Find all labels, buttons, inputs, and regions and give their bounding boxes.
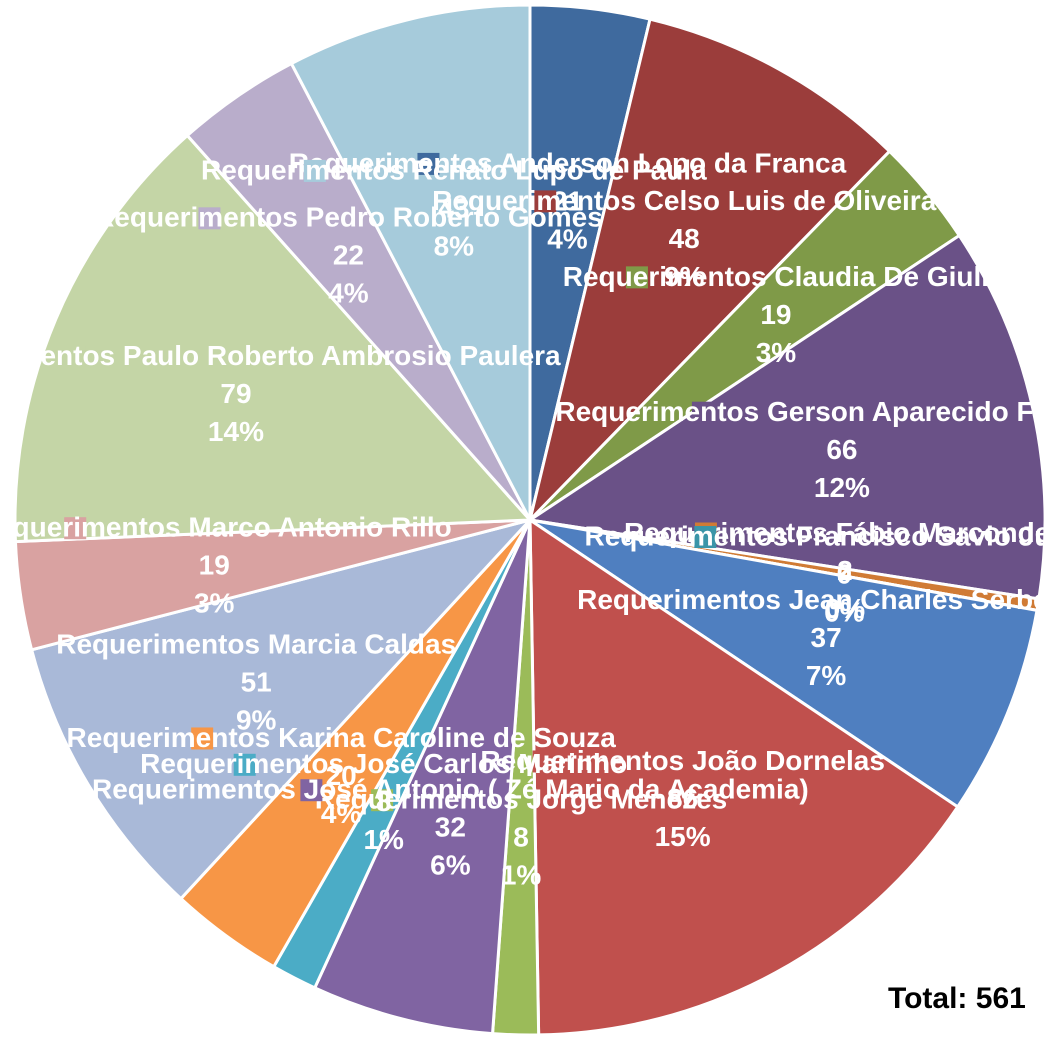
slice-percent: 7% xyxy=(806,660,847,691)
slice-percent: 14% xyxy=(208,416,264,447)
slice-name: Requerimentos José Antonio ( Zé Mario da… xyxy=(92,774,809,805)
pie-slice xyxy=(312,519,532,1036)
slice-name: Requerimentos Paulo Roberto Ambrosio Pau… xyxy=(0,340,561,371)
legend-key xyxy=(85,345,108,368)
slice-percent: 15% xyxy=(655,821,711,852)
slice-percent: 1% xyxy=(363,824,404,855)
slice-value: 22 xyxy=(333,240,364,271)
slice-value: 8 xyxy=(513,822,529,853)
legend-key xyxy=(300,779,323,802)
slice-value: 51 xyxy=(241,667,272,698)
slice-name: Requerimentos José Carlos Marinho xyxy=(140,748,627,779)
legend-key xyxy=(198,207,221,230)
legend-key xyxy=(676,589,699,612)
slice-name: Requerimentos Pedro Roberto Gomes xyxy=(94,202,603,233)
pie-slice xyxy=(527,17,892,525)
slice-percent: 0% xyxy=(824,596,865,627)
slice-percent: 12% xyxy=(814,472,870,503)
legend-key xyxy=(233,753,256,776)
slice-value: 20 xyxy=(326,760,357,791)
legend-key xyxy=(691,401,714,424)
slice-percent: 4% xyxy=(328,278,369,309)
pie-slice xyxy=(29,517,535,901)
legend-key xyxy=(303,159,326,182)
total-label: Total: 561 xyxy=(888,982,1026,1015)
legend-key xyxy=(694,526,717,549)
legend-key xyxy=(106,634,129,657)
legend-key xyxy=(625,266,648,289)
slice-name: Requerimentos Anderson Lopo da Franca xyxy=(289,147,847,178)
slice-percent: 3% xyxy=(756,337,797,368)
legend-key xyxy=(532,750,555,773)
slice-name: Requerimentos Claudia De Giuli xyxy=(563,261,989,292)
slice-name: Requerimentos João Dornelas xyxy=(480,745,885,776)
slice-percent: 1% xyxy=(501,860,542,891)
pie-slice xyxy=(525,233,1047,601)
slice-percent: 0% xyxy=(825,593,866,624)
slice-value: 48 xyxy=(669,223,700,254)
legend-key xyxy=(191,727,214,750)
slice-value: 43 xyxy=(438,192,469,223)
legend-key xyxy=(417,152,440,175)
pie-slice xyxy=(528,517,960,1037)
slice-name: Requerimentos Jorge Menezes xyxy=(315,784,727,815)
slice-name: Requerimentos Gerson Aparecido Furquim xyxy=(555,396,1054,427)
slice-name: Requerimentos Renato Lupo de Paula xyxy=(201,154,707,185)
slice-name: Requerimentos Jean Charles Serbeto xyxy=(577,584,1054,615)
slice-name: Requerimentos Francisco Savio Junior xyxy=(584,520,1054,551)
slice-value: 79 xyxy=(220,378,251,409)
slice-value: 2 xyxy=(837,555,853,586)
slice-value: 66 xyxy=(826,434,857,465)
slice-value: 19 xyxy=(199,550,230,581)
slice-name: Requerimentos Karina Caroline de Souza xyxy=(67,722,617,753)
slice-value: 8 xyxy=(376,786,392,817)
slice-percent: 9% xyxy=(664,261,705,292)
slice-percent: 8% xyxy=(434,230,475,261)
slice-percent: 9% xyxy=(236,705,277,736)
slice-name: Requerimentos Celso Luis de Oliveira xyxy=(432,185,937,216)
legend-key xyxy=(371,789,394,812)
slice-percent: 3% xyxy=(194,588,235,619)
slice-value: 86 xyxy=(667,783,698,814)
legend-key xyxy=(64,517,87,540)
pie-slice xyxy=(13,133,534,544)
legend-key xyxy=(534,190,557,213)
slice-percent: 4% xyxy=(547,223,588,254)
pie-slice xyxy=(529,518,1039,809)
slice-value: 19 xyxy=(760,299,791,330)
slice-value: 0 xyxy=(837,558,853,589)
slice-value: 32 xyxy=(435,812,466,843)
slice-percent: 4% xyxy=(321,798,362,829)
slice-name: Requerimentos Marco Antonio Rillo xyxy=(0,512,452,543)
slice-value: 21 xyxy=(552,185,583,216)
slice-name: Requerimentos Marcia Caldas xyxy=(56,629,456,660)
slice-value: 37 xyxy=(811,622,842,653)
pie-slice xyxy=(289,3,532,521)
slice-percent: 6% xyxy=(430,850,471,881)
